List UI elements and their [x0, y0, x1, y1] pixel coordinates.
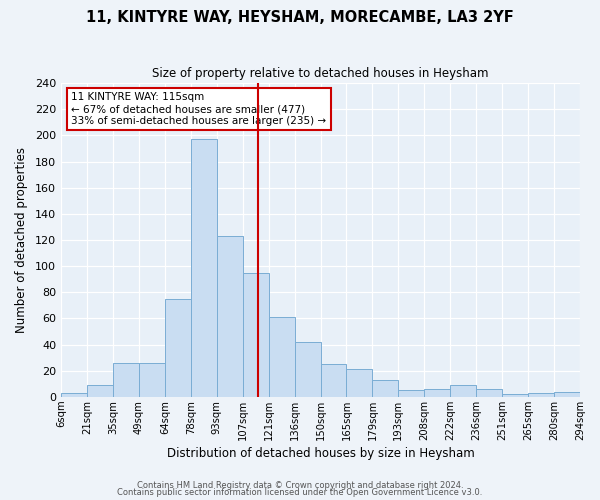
Bar — [373, 380, 398, 397]
Bar — [165, 299, 191, 397]
Bar — [346, 370, 373, 397]
Text: Contains HM Land Registry data © Crown copyright and database right 2024.: Contains HM Land Registry data © Crown c… — [137, 480, 463, 490]
Bar — [450, 385, 476, 397]
Text: 11 KINTYRE WAY: 115sqm
← 67% of detached houses are smaller (477)
33% of semi-de: 11 KINTYRE WAY: 115sqm ← 67% of detached… — [71, 92, 326, 126]
Bar — [398, 390, 424, 397]
Y-axis label: Number of detached properties: Number of detached properties — [15, 147, 28, 333]
Bar — [476, 389, 502, 397]
Bar — [269, 317, 295, 397]
Bar — [113, 363, 139, 397]
Bar — [502, 394, 528, 397]
Bar — [217, 236, 242, 397]
Bar — [424, 389, 450, 397]
Text: Contains public sector information licensed under the Open Government Licence v3: Contains public sector information licen… — [118, 488, 482, 497]
Bar — [242, 272, 269, 397]
Bar — [87, 385, 113, 397]
Bar — [139, 363, 165, 397]
X-axis label: Distribution of detached houses by size in Heysham: Distribution of detached houses by size … — [167, 447, 475, 460]
Bar — [191, 140, 217, 397]
Title: Size of property relative to detached houses in Heysham: Size of property relative to detached ho… — [152, 68, 489, 80]
Bar — [61, 393, 87, 397]
Bar — [320, 364, 346, 397]
Bar — [528, 393, 554, 397]
Bar — [295, 342, 320, 397]
Bar — [554, 392, 580, 397]
Text: 11, KINTYRE WAY, HEYSHAM, MORECAMBE, LA3 2YF: 11, KINTYRE WAY, HEYSHAM, MORECAMBE, LA3… — [86, 10, 514, 25]
